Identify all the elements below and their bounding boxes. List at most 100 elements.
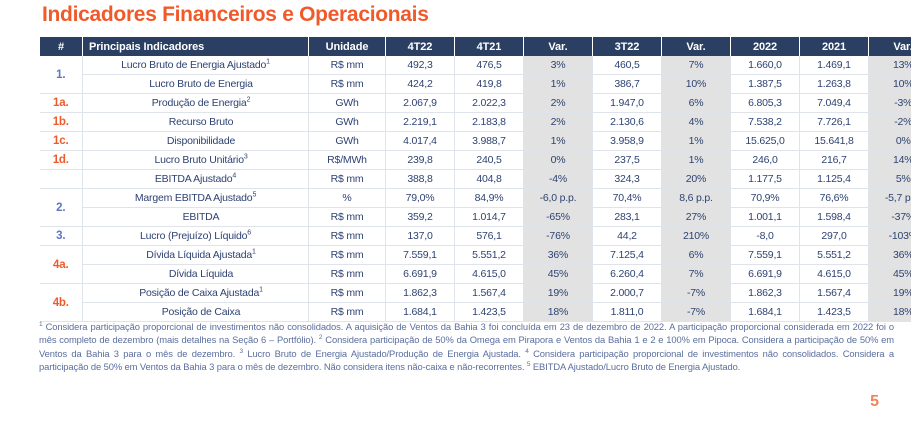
- page-title: Indicadores Financeiros e Operacionais: [42, 3, 429, 26]
- variation-cell: 1%: [523, 131, 593, 151]
- variation-cell: 7%: [661, 56, 731, 75]
- value-cell: 239,8: [385, 150, 455, 170]
- financial-indicators-table: # Principais Indicadores Unidade 4T22 4T…: [39, 37, 911, 322]
- variation-cell: 18%: [868, 302, 911, 322]
- column-header-2021: 2021: [799, 37, 869, 56]
- value-cell: 1.862,3: [385, 283, 455, 303]
- value-cell: 4.615,0: [454, 264, 524, 284]
- value-cell: 2.000,7: [592, 283, 662, 303]
- value-cell: 7.559,1: [385, 245, 455, 265]
- column-header-3t22: 3T22: [592, 37, 662, 56]
- row-index-cell: 1b.: [39, 112, 83, 132]
- variation-cell: -4%: [523, 169, 593, 189]
- variation-cell: 0%: [523, 150, 593, 170]
- footnote-text: Considera participação proporcional de i…: [39, 321, 894, 346]
- variation-cell: 4%: [661, 112, 731, 132]
- variation-cell: 13%: [868, 56, 911, 75]
- footnote-marker: 4: [232, 172, 237, 180]
- value-cell: 1.263,8: [799, 74, 869, 94]
- value-cell: 1.684,1: [730, 302, 800, 322]
- indicator-name-cell: Lucro (Prejuízo) Líquido6: [82, 226, 309, 246]
- value-cell: 1.387,5: [730, 74, 800, 94]
- value-cell: 297,0: [799, 226, 869, 246]
- variation-cell: 210%: [661, 226, 731, 246]
- unit-cell: GWh: [308, 112, 386, 132]
- column-header-unit: Unidade: [308, 37, 386, 56]
- table-row: 1d. Lucro Bruto Unitário3 R$/MWh 239,8 240,5…: [39, 150, 911, 170]
- variation-cell: 6%: [661, 245, 731, 265]
- indicator-name-cell: EBITDA: [82, 207, 309, 227]
- value-cell: 1.660,0: [730, 56, 800, 75]
- value-cell: 492,3: [385, 56, 455, 75]
- variation-cell: 10%: [868, 74, 911, 94]
- footnote-marker: 2: [318, 334, 323, 342]
- footnote-marker: 3: [239, 347, 243, 355]
- variation-cell: -6,0 p.p.: [523, 188, 593, 208]
- variation-cell: 19%: [523, 283, 593, 303]
- value-cell: 240,5: [454, 150, 524, 170]
- column-header-var-quarter: Var.: [523, 37, 593, 56]
- value-cell: 6.691,9: [730, 264, 800, 284]
- value-cell: 76,6%: [799, 188, 869, 208]
- column-header-indicator: Principais Indicadores: [82, 37, 309, 56]
- value-cell: 1.684,1: [385, 302, 455, 322]
- value-cell: 7.559,1: [730, 245, 800, 265]
- table-row: 2. Margem EBITDA Ajustado5% 79,0% 84,9% -6,0…: [39, 188, 911, 227]
- variation-cell: 6%: [661, 93, 731, 113]
- unit-cell: R$ mm: [308, 264, 386, 284]
- table-row: 1. Lucro Bruto de Energia Ajustado1 R$ mm 4…: [39, 56, 911, 94]
- indicator-name-cell: Dívida Líquida: [82, 264, 309, 284]
- variation-cell: 10%: [661, 74, 731, 94]
- indicator-name-cell: Margem EBITDA Ajustado5: [82, 188, 309, 208]
- variation-cell: 18%: [523, 302, 593, 322]
- table-row: EBITDA R$ mm 359,2 1.014,7 -65% 283,1 27% 1.001…: [40, 207, 911, 227]
- row-index-cell: 3.: [39, 226, 83, 246]
- row-index-cell: 2.: [39, 188, 83, 227]
- unit-cell: R$ mm: [308, 207, 386, 227]
- value-cell: 1.567,4: [799, 283, 869, 303]
- value-cell: 79,0%: [385, 188, 455, 208]
- value-cell: 419,8: [454, 74, 524, 94]
- footnote-text: Considera participação proporcional de i…: [39, 347, 894, 372]
- variation-cell: 0%: [868, 131, 911, 151]
- footnote-text: EBITDA Ajustado/Lucro Bruto de Energia A…: [530, 360, 741, 372]
- unit-cell: %: [308, 188, 386, 208]
- value-cell: 1.811,0: [592, 302, 662, 322]
- value-cell: 2.219,1: [385, 112, 455, 132]
- column-header-var-annual: Var.: [868, 37, 911, 56]
- value-cell: 7.538,2: [730, 112, 800, 132]
- footnote-text: Considera participação de 50% da Omega e…: [39, 334, 894, 359]
- variation-cell: 27%: [661, 207, 731, 227]
- value-cell: 3.958,9: [592, 131, 662, 151]
- unit-cell: R$ mm: [308, 302, 386, 322]
- variation-cell: -103%: [868, 226, 911, 246]
- value-cell: 388,8: [385, 169, 455, 189]
- column-header-4t21: 4T21: [454, 37, 524, 56]
- footnote-marker: 5: [252, 191, 257, 199]
- unit-cell: R$ mm: [308, 169, 386, 189]
- footnote-marker: 5: [526, 360, 531, 368]
- value-cell: 2.183,8: [454, 112, 524, 132]
- variation-cell: 3%: [523, 56, 593, 75]
- variation-cell: 8,6 p.p.: [661, 188, 731, 208]
- value-cell: 1.862,3: [730, 283, 800, 303]
- variation-cell: 2%: [523, 93, 593, 113]
- footnote-marker: 2: [246, 96, 251, 104]
- footnote-marker: 6: [247, 229, 251, 237]
- value-cell: 216,7: [799, 150, 869, 170]
- unit-cell: GWh: [308, 131, 386, 151]
- footnote-marker: 3: [243, 153, 248, 161]
- column-header-2022: 2022: [730, 37, 800, 56]
- value-cell: 1.598,4: [799, 207, 869, 227]
- variation-cell: 45%: [523, 264, 593, 284]
- variation-cell: 36%: [523, 245, 593, 265]
- value-cell: 1.423,5: [454, 302, 524, 322]
- value-cell: 4.017,4: [385, 131, 455, 151]
- variation-cell: 1%: [661, 131, 731, 151]
- value-cell: 2.067,9: [385, 93, 455, 113]
- value-cell: 324,3: [592, 169, 662, 189]
- value-cell: 1.469,1: [799, 56, 869, 75]
- indicator-name-cell: Lucro Bruto de Energia: [82, 74, 309, 94]
- value-cell: 6.805,3: [730, 93, 800, 113]
